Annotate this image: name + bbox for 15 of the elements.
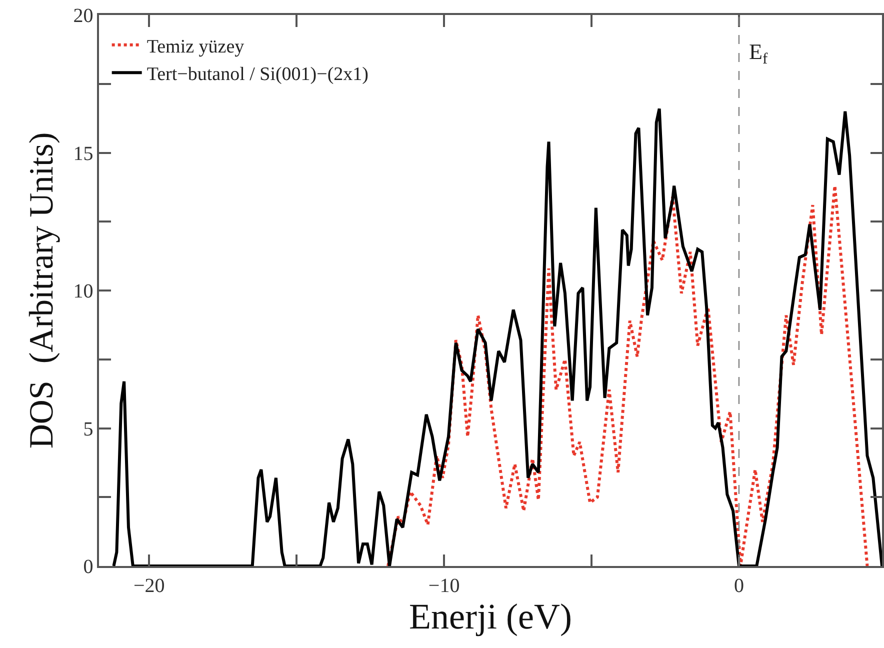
ref-line-label: E$_{f}$ bbox=[749, 39, 768, 68]
y-tick-label: 20 bbox=[73, 5, 94, 27]
line-series bbox=[386, 184, 869, 566]
y-axis-title: DOS (Arbitrary Units) bbox=[23, 132, 60, 449]
legend-label: Tert−butanol / Si(001)−(2x1) bbox=[146, 64, 369, 85]
y-tick-label: 5 bbox=[83, 418, 94, 440]
y-tick-label: 15 bbox=[73, 142, 94, 165]
y-tick-label: 10 bbox=[73, 280, 94, 302]
y-tick-label: 0 bbox=[83, 556, 94, 578]
x-tick-label: 0 bbox=[734, 574, 744, 597]
legend-label: Temiz yüzey bbox=[146, 36, 245, 58]
line-series bbox=[112, 107, 882, 566]
x-tick-label: −20 bbox=[134, 574, 165, 597]
x-axis-title: Enerji (eV) bbox=[409, 596, 572, 637]
x-tick-label: −10 bbox=[428, 574, 460, 597]
